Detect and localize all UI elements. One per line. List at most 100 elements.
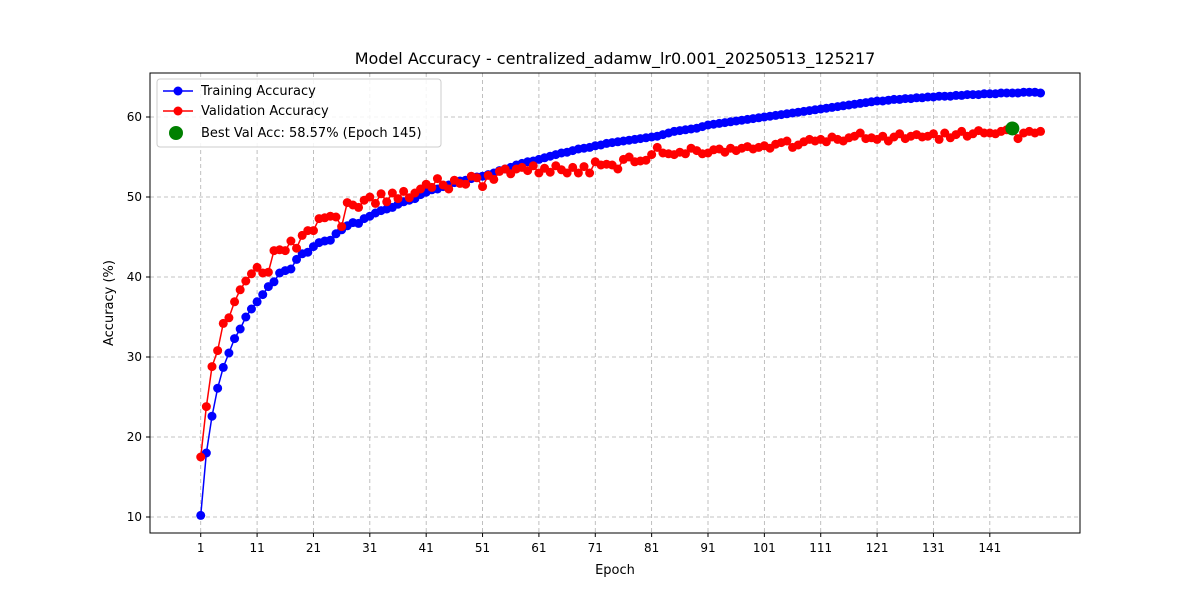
data-point-training xyxy=(246,304,256,314)
legend-box xyxy=(156,78,442,148)
data-point-training xyxy=(269,277,279,287)
best-val-marker xyxy=(1005,121,1020,136)
x-tick-label: 51 xyxy=(475,541,490,555)
x-axis-ticks: 1 11 21 31 41 51 61 71 81 91 101 111 121 131 141 xyxy=(197,533,1001,555)
data-point-validation xyxy=(432,174,442,184)
data-point-validation xyxy=(545,167,555,177)
data-point-validation xyxy=(782,136,792,146)
data-point-validation xyxy=(382,197,392,207)
x-tick-label: 111 xyxy=(809,541,832,555)
legend: Training Accuracy Validation Accuracy Be… xyxy=(156,78,442,148)
data-point-validation xyxy=(196,452,206,462)
data-point-validation xyxy=(246,269,256,279)
data-point-training xyxy=(252,297,262,307)
y-tick-label: 10 xyxy=(127,510,142,524)
data-point-validation xyxy=(573,168,583,178)
x-tick-label: 91 xyxy=(700,541,715,555)
data-point-validation xyxy=(1013,134,1023,144)
data-point-validation xyxy=(528,161,538,171)
data-point-validation xyxy=(286,236,296,246)
y-axis-ticks: 10 20 30 40 50 60 xyxy=(127,110,150,524)
highlight-layer xyxy=(1005,121,1020,136)
legend-label-training: Training Accuracy xyxy=(200,84,316,99)
y-tick-label: 40 xyxy=(127,270,142,284)
data-point-training xyxy=(258,290,268,300)
data-point-validation xyxy=(224,313,234,323)
data-point-validation xyxy=(855,128,865,138)
x-tick-label: 121 xyxy=(866,541,889,555)
data-point-validation xyxy=(213,346,223,356)
data-point-validation xyxy=(230,297,240,307)
data-point-training xyxy=(292,254,302,264)
data-point-validation xyxy=(444,184,454,194)
data-point-training xyxy=(1036,88,1046,98)
data-point-validation xyxy=(207,362,217,372)
data-point-validation xyxy=(337,222,347,232)
data-point-training xyxy=(286,264,296,274)
data-point-training xyxy=(235,324,245,334)
plot-frame xyxy=(149,72,1081,534)
data-point-validation xyxy=(263,267,273,277)
x-tick-label: 61 xyxy=(531,541,546,555)
data-point-validation xyxy=(331,212,341,222)
x-tick-label: 131 xyxy=(922,541,945,555)
x-axis-label: Epoch xyxy=(595,563,635,578)
x-tick-label: 31 xyxy=(362,541,377,555)
data-point-validation xyxy=(613,164,623,174)
x-tick-label: 21 xyxy=(306,541,321,555)
y-tick-label: 20 xyxy=(127,430,142,444)
data-point-validation xyxy=(241,276,251,286)
data-point-validation xyxy=(292,243,302,253)
y-axis-label: Accuracy (%) xyxy=(102,260,117,346)
data-point-validation xyxy=(934,134,944,144)
chart-title: Model Accuracy - centralized_adamw_lr0.0… xyxy=(355,49,876,69)
data-point-validation xyxy=(928,129,938,139)
data-point-training xyxy=(196,510,206,520)
data-point-training xyxy=(218,362,228,372)
data-point-validation xyxy=(478,182,488,192)
x-tick-label: 41 xyxy=(419,541,434,555)
data-point-validation xyxy=(370,198,380,208)
data-point-validation xyxy=(308,226,318,236)
data-point-validation xyxy=(387,188,397,198)
data-point-validation xyxy=(562,168,572,178)
data-point-validation xyxy=(235,285,245,295)
x-tick-label: 1 xyxy=(197,541,205,555)
series-layer xyxy=(196,87,1046,520)
data-point-validation xyxy=(252,262,262,272)
x-tick-label: 11 xyxy=(249,541,264,555)
x-tick-label: 141 xyxy=(978,541,1001,555)
x-tick-label: 81 xyxy=(644,541,659,555)
data-point-validation xyxy=(218,318,228,328)
data-point-validation xyxy=(427,182,437,192)
data-point-validation xyxy=(201,402,211,412)
data-point-validation xyxy=(641,155,651,165)
data-point-validation xyxy=(1036,126,1046,136)
data-point-validation xyxy=(354,202,364,212)
legend-marker-best xyxy=(169,126,183,140)
y-tick-label: 30 xyxy=(127,350,142,364)
y-tick-label: 60 xyxy=(127,110,142,124)
data-point-validation xyxy=(376,189,386,199)
data-point-validation xyxy=(489,174,499,184)
data-point-training xyxy=(207,411,217,421)
data-point-training xyxy=(230,334,240,344)
data-point-training xyxy=(241,312,251,322)
data-point-training xyxy=(213,383,223,393)
data-point-validation xyxy=(680,149,690,159)
data-point-validation xyxy=(585,168,595,178)
data-point-validation xyxy=(365,192,375,202)
x-tick-label: 71 xyxy=(588,541,603,555)
legend-label-best: Best Val Acc: 58.57% (Epoch 145) xyxy=(201,126,422,141)
data-point-training xyxy=(303,247,313,257)
legend-label-validation: Validation Accuracy xyxy=(201,104,329,119)
data-point-validation xyxy=(461,179,471,189)
legend-marker-validation xyxy=(173,106,183,116)
data-point-validation xyxy=(579,162,589,172)
data-point-validation xyxy=(472,173,482,183)
data-point-validation xyxy=(568,162,578,172)
data-point-validation xyxy=(652,142,662,152)
data-point-validation xyxy=(399,186,409,196)
y-tick-label: 50 xyxy=(127,190,142,204)
